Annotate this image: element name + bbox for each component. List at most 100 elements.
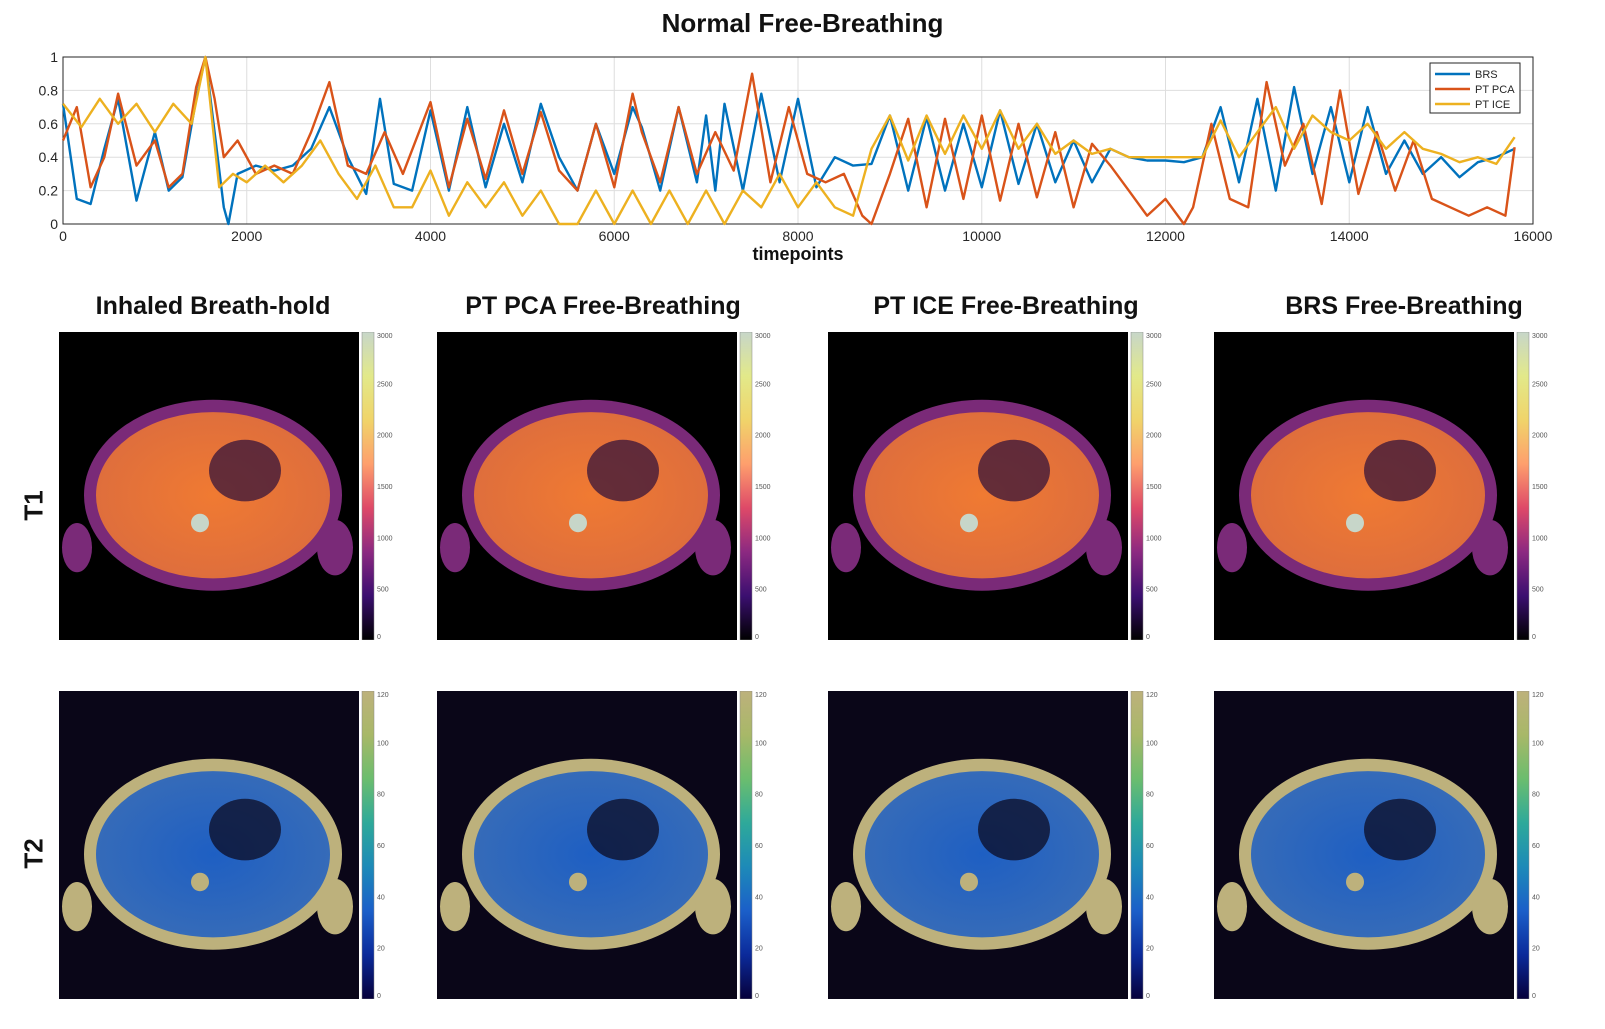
colorbar-tick-label: 60 (755, 843, 763, 850)
column-title-pt-pca: PT PCA Free-Breathing (465, 292, 741, 320)
legend-entry: BRS (1475, 69, 1498, 81)
colorbar-tick-label: 3000 (1146, 333, 1162, 340)
legend-entry: PT PCA (1475, 84, 1515, 96)
colorbar-tick-label: 500 (755, 587, 767, 594)
stomach-region (209, 798, 281, 861)
right-arm-section (695, 519, 731, 576)
colorbar-tick-label: 40 (377, 894, 385, 901)
colorbar (1516, 332, 1530, 640)
t1-map-panel: 0 500 1000 1500 2000 2500 3000 (59, 332, 393, 640)
legend-entry: PT ICE (1475, 99, 1510, 111)
colorbar-tick-label: 1500 (1146, 484, 1162, 491)
colorbar-tick-label: 40 (1146, 894, 1154, 901)
abdomen-cross-section (1251, 412, 1485, 579)
colorbar-tick-label: 0 (377, 993, 381, 999)
x-tick-label: 8000 (782, 228, 813, 244)
right-arm-section (1086, 519, 1122, 576)
t2-map-panel: 0 20 40 60 80 100 120 (59, 691, 389, 999)
right-arm-section (1086, 878, 1122, 935)
abdomen-cross-section (96, 771, 330, 938)
abdomen-cross-section (865, 412, 1099, 579)
aorta (1346, 872, 1364, 892)
x-tick-label: 14000 (1330, 228, 1369, 244)
right-arm-section (695, 878, 731, 935)
y-tick-label: 0.6 (39, 116, 59, 132)
colorbar-tick-label: 0 (755, 993, 759, 999)
colorbar-tick-label: 2500 (1146, 381, 1162, 388)
t1-map-panel: 0 500 1000 1500 2000 2500 3000 (1214, 332, 1548, 640)
breathing-signal-chart: 0 2000 4000 6000 8000 10000 12000 14000 16000 0 0.… (39, 49, 1553, 264)
colorbar-tick-label: 20 (377, 946, 385, 953)
y-tick-label: 0.8 (39, 82, 59, 98)
aorta (191, 872, 209, 892)
colorbar-tick-label: 2000 (755, 433, 771, 440)
colorbar-tick-label: 500 (1532, 587, 1544, 594)
colorbar (1130, 691, 1144, 999)
left-arm-section (62, 522, 92, 573)
y-tick-label: 0.2 (39, 183, 59, 199)
x-axis-label: timepoints (752, 244, 843, 264)
colorbar-tick-label: 1000 (1532, 535, 1548, 542)
colorbar-tick-label: 0 (1146, 634, 1150, 640)
colorbar-tick-label: 100 (377, 740, 389, 747)
colorbar-tick-label: 1000 (1146, 535, 1162, 542)
aorta (569, 872, 587, 892)
y-tick-label: 1 (50, 49, 58, 65)
colorbar-tick-label: 3000 (1532, 333, 1548, 340)
chart-title: Normal Free-Breathing (661, 8, 944, 38)
x-tick-label: 6000 (599, 228, 630, 244)
colorbar-tick-label: 2500 (755, 381, 771, 388)
colorbar-tick-label: 20 (1532, 946, 1540, 953)
series-line-brs (61, 55, 1516, 226)
stomach-region (587, 798, 659, 861)
abdomen-cross-section (474, 412, 708, 579)
left-arm-section (62, 881, 92, 932)
stomach-region (978, 798, 1050, 861)
colorbar-tick-label: 80 (377, 792, 385, 799)
t2-map-panel: 0 20 40 60 80 100 120 (1214, 691, 1544, 999)
colorbar-tick-label: 120 (1146, 692, 1158, 699)
colorbar-tick-label: 80 (755, 792, 763, 799)
column-title-pt-ice: PT ICE Free-Breathing (873, 292, 1139, 320)
abdomen-cross-section (96, 412, 330, 579)
abdomen-cross-section (474, 771, 708, 938)
left-arm-section (831, 881, 861, 932)
abdomen-cross-section (1251, 771, 1485, 938)
colorbar-tick-label: 2500 (377, 381, 393, 388)
row-label-t2: T2 (18, 838, 49, 869)
aorta (1346, 513, 1364, 533)
colorbar-tick-label: 0 (1532, 634, 1536, 640)
colorbar-tick-label: 1000 (377, 535, 393, 542)
y-tick-label: 0 (50, 216, 58, 232)
colorbar-tick-label: 1500 (1532, 484, 1548, 491)
x-tick-label: 16000 (1514, 228, 1553, 244)
colorbar-tick-label: 0 (1532, 993, 1536, 999)
x-tick-label: 10000 (962, 228, 1001, 244)
right-arm-section (317, 519, 353, 576)
colorbar-tick-label: 80 (1146, 792, 1154, 799)
x-tick-label: 0 (59, 228, 67, 244)
y-tick-label: 0.4 (39, 149, 59, 165)
t2-map-panel: 0 20 40 60 80 100 120 (828, 691, 1158, 999)
colorbar (361, 332, 375, 640)
aorta (960, 872, 978, 892)
colorbar-tick-label: 40 (755, 894, 763, 901)
colorbar (1130, 332, 1144, 640)
colorbar-tick-label: 60 (377, 843, 385, 850)
colorbar (1516, 691, 1530, 999)
colorbar-tick-label: 120 (755, 692, 767, 699)
colorbar-tick-label: 20 (1146, 946, 1154, 953)
stomach-region (1364, 439, 1436, 502)
colorbar-tick-label: 60 (1532, 843, 1540, 850)
right-arm-section (1472, 878, 1508, 935)
row-label-t1: T1 (18, 490, 49, 521)
colorbar-tick-label: 60 (1146, 843, 1154, 850)
column-title-inhaled-breath-hold: Inhaled Breath-hold (95, 292, 331, 320)
x-tick-label: 12000 (1146, 228, 1185, 244)
abdomen-cross-section (865, 771, 1099, 938)
left-arm-section (1217, 522, 1247, 573)
colorbar-tick-label: 1000 (755, 535, 771, 542)
colorbar-tick-label: 2000 (1532, 433, 1548, 440)
colorbar (739, 332, 753, 640)
colorbar-tick-label: 500 (1146, 587, 1158, 594)
